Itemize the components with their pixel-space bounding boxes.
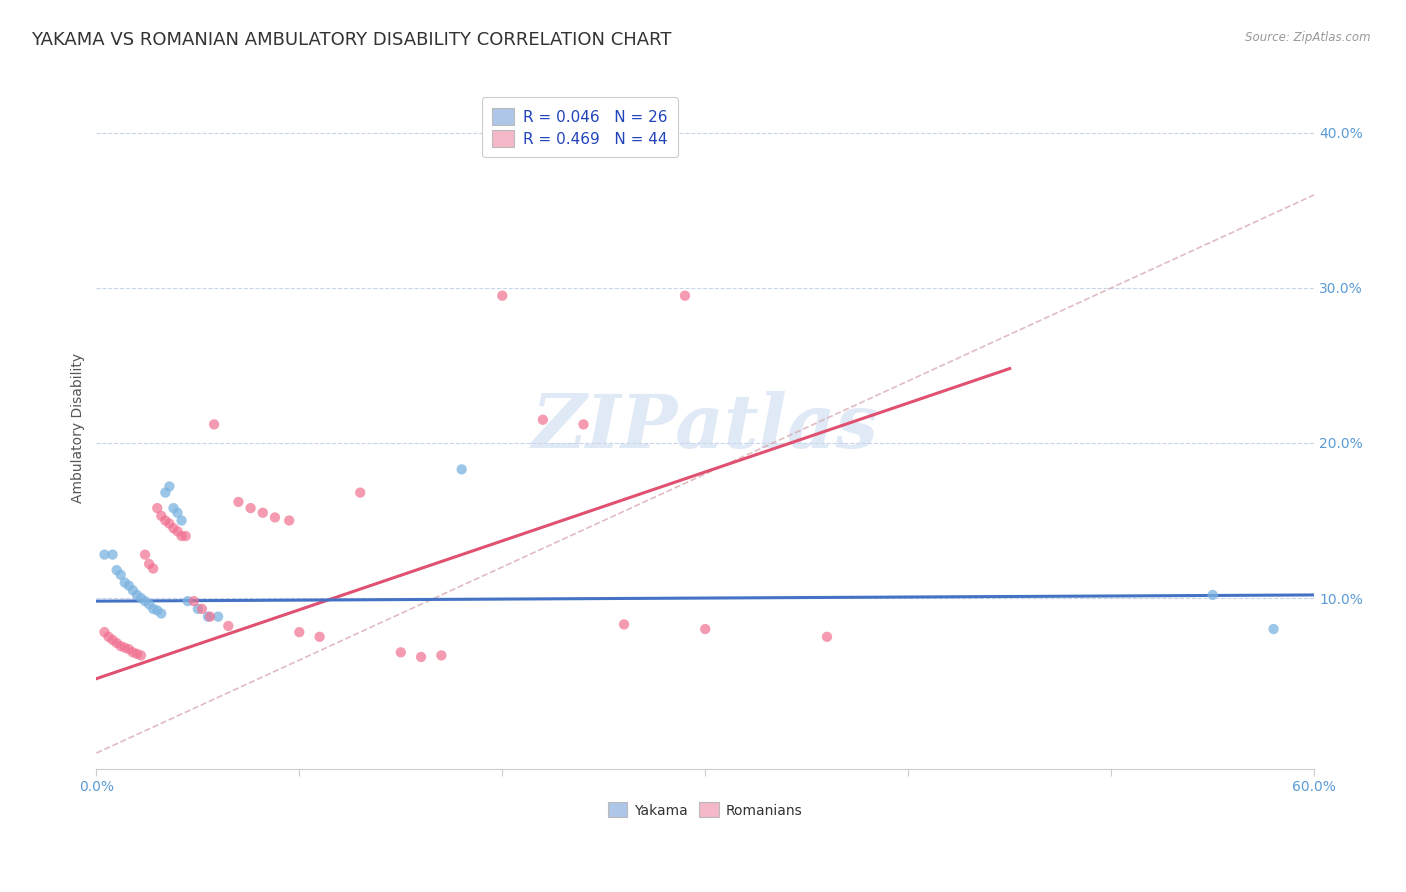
Point — [122, 583, 145, 598]
Point — [531, 413, 554, 427]
Point — [278, 514, 301, 528]
Point — [572, 417, 595, 432]
Point — [430, 648, 453, 663]
Point — [150, 508, 173, 523]
Legend: Yakama, Romanians: Yakama, Romanians — [603, 797, 808, 823]
Point — [187, 602, 209, 616]
Point — [166, 524, 188, 539]
Point — [134, 548, 156, 562]
Point — [217, 619, 239, 633]
Point — [613, 617, 636, 632]
Point — [264, 510, 287, 524]
Point — [308, 630, 330, 644]
Point — [197, 609, 219, 624]
Point — [101, 548, 124, 562]
Point — [114, 640, 136, 655]
Point — [1263, 622, 1285, 636]
Point — [93, 625, 115, 640]
Point — [93, 548, 115, 562]
Point — [134, 594, 156, 608]
Point — [138, 597, 160, 611]
Point — [114, 575, 136, 590]
Point — [146, 501, 169, 516]
Point — [142, 561, 165, 575]
Point — [162, 501, 184, 516]
Point — [101, 632, 124, 647]
Point — [176, 594, 198, 608]
Point — [122, 645, 145, 659]
Text: Source: ZipAtlas.com: Source: ZipAtlas.com — [1246, 31, 1371, 45]
Point — [252, 506, 274, 520]
Point — [491, 288, 513, 302]
Point — [118, 642, 141, 657]
Point — [105, 636, 128, 650]
Point — [110, 639, 132, 653]
Point — [288, 625, 311, 640]
Point — [155, 514, 177, 528]
Point — [239, 501, 262, 516]
Point — [142, 602, 165, 616]
Point — [228, 495, 250, 509]
Text: YAKAMA VS ROMANIAN AMBULATORY DISABILITY CORRELATION CHART: YAKAMA VS ROMANIAN AMBULATORY DISABILITY… — [31, 31, 672, 49]
Point — [183, 594, 205, 608]
Point — [1201, 588, 1223, 602]
Point — [125, 647, 148, 661]
Point — [155, 485, 177, 500]
Point — [162, 521, 184, 535]
Point — [138, 557, 160, 571]
Point — [157, 479, 180, 493]
Point — [174, 529, 197, 543]
Point — [125, 588, 148, 602]
Point — [450, 462, 472, 476]
Point — [97, 630, 120, 644]
Point — [202, 417, 225, 432]
Point — [409, 650, 432, 665]
Point — [146, 603, 169, 617]
Text: ZIPatlas: ZIPatlas — [531, 392, 879, 464]
Point — [207, 609, 229, 624]
Point — [110, 567, 132, 582]
Point — [389, 645, 412, 659]
Y-axis label: Ambulatory Disability: Ambulatory Disability — [72, 352, 86, 502]
Point — [129, 591, 152, 605]
Point — [170, 514, 193, 528]
Point — [129, 648, 152, 663]
Point — [815, 630, 838, 644]
Point — [150, 607, 173, 621]
Point — [166, 506, 188, 520]
Point — [349, 485, 371, 500]
Point — [105, 563, 128, 577]
Point — [695, 622, 717, 636]
Point — [157, 516, 180, 531]
Point — [118, 579, 141, 593]
Point — [198, 609, 221, 624]
Point — [170, 529, 193, 543]
Point — [191, 602, 214, 616]
Point — [673, 288, 696, 302]
